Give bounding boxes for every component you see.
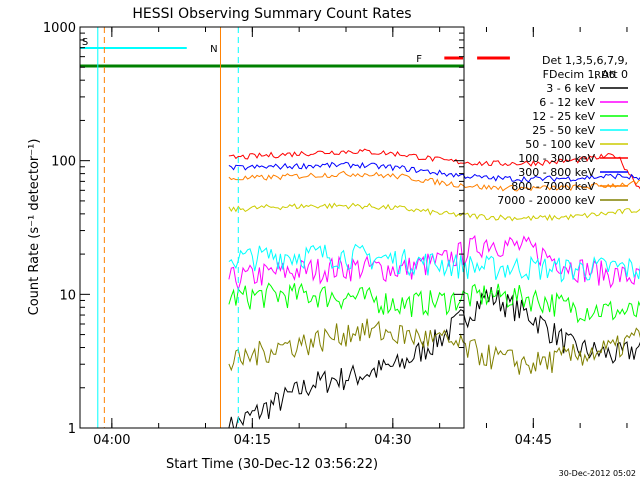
legend-entry-label: 800 - 7000 keV bbox=[511, 180, 595, 193]
x-tick-label: 04:30 bbox=[374, 433, 411, 448]
x-tick-label: 04:45 bbox=[515, 433, 552, 448]
series-line bbox=[228, 287, 640, 429]
legend-title: FDecim 1, Att 0 bbox=[543, 68, 628, 81]
chart-title: HESSI Observing Summary Count Rates bbox=[132, 6, 411, 22]
series-line bbox=[228, 170, 640, 192]
y-tick-label: 1 bbox=[68, 422, 76, 437]
series-traces bbox=[228, 148, 640, 429]
flag-bars: SNFRD0RD6 bbox=[80, 27, 615, 428]
legend-entry-label: 300 - 800 keV bbox=[518, 166, 595, 179]
legend-entry-label: 3 - 6 keV bbox=[546, 82, 595, 95]
y-axis: 1 10 100 1000 bbox=[43, 21, 464, 437]
y-axis-label: Count Rate (s⁻¹ detector⁻¹) bbox=[27, 139, 42, 316]
footer-date: 30-Dec-2012 05:02 bbox=[559, 469, 636, 478]
series-line bbox=[228, 234, 640, 292]
y-tick-label: 10 bbox=[59, 288, 76, 303]
y-tick-label: 100 bbox=[51, 155, 76, 170]
series-line bbox=[228, 202, 640, 222]
legend: Det 1,3,5,6,7,9,FDecim 1, Att 03 - 6 keV… bbox=[497, 54, 628, 207]
legend-entry-label: 50 - 100 keV bbox=[525, 138, 595, 151]
legend-entry-label: 100 - 300 keV bbox=[518, 152, 595, 165]
flag-label-f: F bbox=[416, 54, 422, 65]
legend-entry-label: 25 - 50 keV bbox=[532, 124, 595, 137]
plot-frame bbox=[79, 26, 465, 429]
series-line bbox=[228, 161, 640, 183]
flag-label-n: N bbox=[210, 44, 217, 55]
y-tick-label: 1000 bbox=[43, 21, 76, 36]
legend-entry-label: 7000 - 20000 keV bbox=[497, 194, 595, 207]
x-axis-label: Start Time (30-Dec-12 03:56:22) bbox=[166, 457, 378, 472]
series-line bbox=[228, 318, 640, 375]
x-tick-label: 04:15 bbox=[234, 433, 271, 448]
flag-label-s: S bbox=[82, 37, 88, 48]
legend-entry-label: 12 - 25 keV bbox=[532, 110, 595, 123]
series-line bbox=[228, 243, 640, 283]
series-line bbox=[228, 282, 640, 324]
series-line bbox=[228, 148, 640, 190]
legend-entry-label: 6 - 12 keV bbox=[539, 96, 595, 109]
legend-title: Det 1,3,5,6,7,9, bbox=[542, 54, 628, 67]
x-tick-label: 04:00 bbox=[93, 433, 130, 448]
flag-label-rd6: RD6 bbox=[594, 70, 615, 81]
